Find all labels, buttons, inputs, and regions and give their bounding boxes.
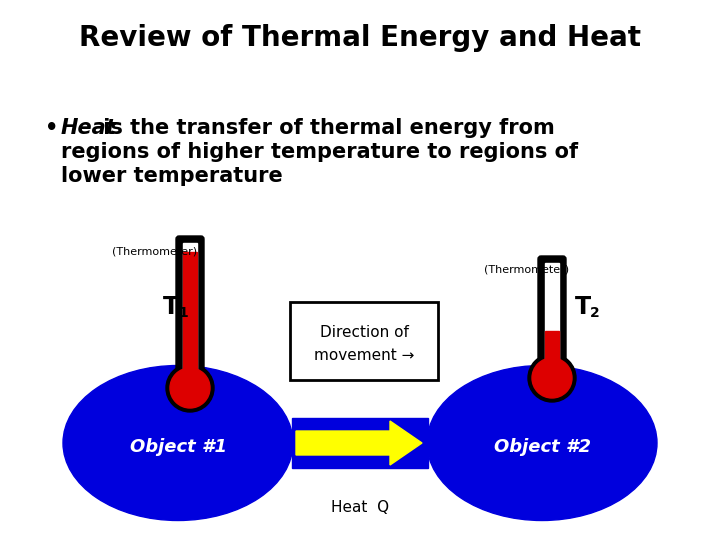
- Circle shape: [170, 368, 210, 408]
- Text: •: •: [45, 118, 58, 138]
- FancyBboxPatch shape: [176, 236, 204, 385]
- Text: is the transfer of thermal energy from: is the transfer of thermal energy from: [96, 118, 554, 138]
- Text: lower temperature: lower temperature: [61, 166, 283, 186]
- Bar: [183, 252, 197, 381]
- Text: T: T: [575, 295, 591, 319]
- Bar: [545, 263, 559, 371]
- Circle shape: [532, 358, 572, 398]
- Bar: [292, 418, 428, 468]
- Circle shape: [166, 364, 214, 412]
- Text: Heat: Heat: [61, 118, 117, 138]
- Text: 1: 1: [178, 306, 188, 320]
- Bar: [545, 330, 559, 371]
- Ellipse shape: [63, 366, 293, 521]
- Text: Object #2: Object #2: [493, 438, 590, 456]
- Text: Review of Thermal Energy and Heat: Review of Thermal Energy and Heat: [79, 24, 641, 52]
- Ellipse shape: [427, 366, 657, 521]
- Text: regions of higher temperature to regions of: regions of higher temperature to regions…: [61, 142, 578, 162]
- FancyArrow shape: [296, 421, 422, 465]
- Text: Direction of
movement →: Direction of movement →: [314, 326, 414, 362]
- Text: (Thermometer): (Thermometer): [484, 265, 569, 275]
- Bar: [183, 243, 197, 381]
- Text: (Thermometer): (Thermometer): [112, 247, 197, 257]
- Text: 2: 2: [590, 306, 600, 320]
- Text: Object #1: Object #1: [130, 438, 227, 456]
- Circle shape: [528, 354, 576, 402]
- FancyBboxPatch shape: [290, 302, 438, 380]
- Text: T: T: [163, 295, 179, 319]
- FancyBboxPatch shape: [538, 256, 566, 375]
- Text: Heat  Q: Heat Q: [331, 501, 389, 516]
